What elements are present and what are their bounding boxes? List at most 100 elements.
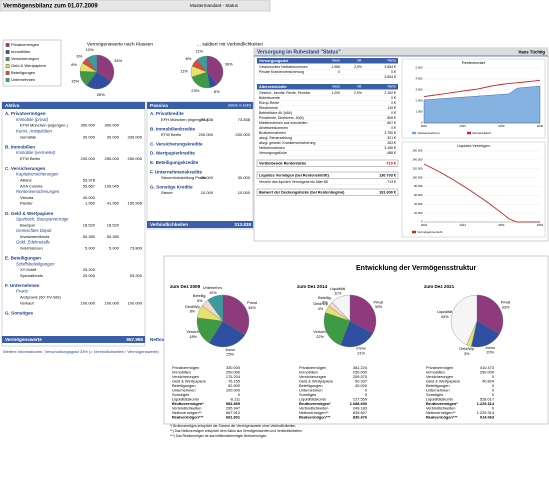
row-cell: 0 € bbox=[391, 96, 396, 100]
row-value: 0 bbox=[492, 388, 495, 393]
subgroup-title: Kunst, Antiquitäten bbox=[16, 129, 53, 134]
x-tick-label: 2064 bbox=[537, 223, 544, 227]
item-amount: 109.045 bbox=[105, 183, 120, 188]
pie-value-label: 10% bbox=[86, 47, 94, 52]
total-value: 313.838 bbox=[234, 222, 251, 227]
item-label: Allianz bbox=[20, 177, 32, 182]
subgroup-title: Kapitalversicherungen bbox=[16, 172, 59, 177]
row-cell: 2,0% bbox=[354, 65, 362, 69]
section-heading: Barwert der Deckungslücke (bei Rentenbeg… bbox=[259, 190, 345, 194]
row-label: Bruttovermögen* bbox=[299, 401, 331, 406]
column-header: Rente bbox=[387, 85, 396, 89]
row-label: Betriebliche AV (bAV) bbox=[259, 111, 292, 115]
row-label: Beteiligungen bbox=[172, 383, 196, 388]
pie-title: Vermögenswerte nach Klassen bbox=[87, 41, 153, 47]
item-label: Goldmünzen bbox=[20, 245, 43, 250]
item-amount: 53.200 bbox=[130, 273, 143, 278]
row-label: abzgl. gesetzl. Krankenversicherung bbox=[259, 141, 315, 145]
pie-category: Geld/Wp bbox=[185, 305, 200, 309]
row-label: Verbindlichkeiten bbox=[172, 406, 201, 411]
pie-value-label: 8% bbox=[190, 310, 196, 314]
legend-swatch bbox=[5, 64, 10, 68]
legend-swatch bbox=[5, 57, 10, 61]
pie-slice bbox=[476, 294, 504, 335]
row-value: 1.229.314 bbox=[477, 410, 495, 415]
subgroup-title: Sparbuch, Bausparverträge bbox=[16, 217, 69, 222]
x-tick-label: 2054 bbox=[498, 223, 505, 227]
section-value: 181.600 € bbox=[379, 190, 397, 194]
column-title: zum Dez 2014 bbox=[297, 284, 328, 289]
item-label: Bauspar bbox=[20, 222, 36, 227]
pie-value-label: 33% bbox=[502, 305, 510, 309]
row-label: Bruttoeinnahmen bbox=[259, 131, 286, 135]
row-value: 127.559 bbox=[353, 397, 367, 402]
panel-title: Entwicklung der Vermögensstruktur bbox=[356, 265, 476, 272]
y-tick-label: 80.000 bbox=[414, 184, 423, 188]
item-amount: 50.280 bbox=[83, 234, 96, 239]
row-value: 681.801 bbox=[226, 415, 241, 420]
x-tick-label: 2044 bbox=[460, 223, 467, 227]
legend-swatch bbox=[467, 131, 471, 135]
row-value: 839.507 bbox=[353, 410, 367, 415]
group-heading: B. Immobilienkredite bbox=[150, 126, 196, 131]
item-amount: 250.000 bbox=[128, 156, 143, 161]
row-label: Arbeitseinkommen bbox=[259, 126, 288, 130]
row-value: 52.500 bbox=[228, 383, 241, 388]
result-box bbox=[256, 159, 399, 167]
row-label: Realvermögen*** bbox=[426, 415, 458, 420]
pie-slice bbox=[206, 55, 224, 85]
pie-category: Versich. bbox=[186, 330, 200, 334]
row-label: Nettoeinnahmen bbox=[259, 146, 285, 150]
group-heading: G. Sonstige Kredite bbox=[150, 184, 193, 189]
x-tick-label: 2040 bbox=[537, 124, 544, 128]
row-label: Immobilien bbox=[299, 370, 318, 375]
subgroup-title: Schiffsbeteiligungen bbox=[16, 261, 55, 266]
y-tick-label: 160.000 bbox=[412, 149, 423, 153]
subgroup-title: Rentenversicherungen bbox=[16, 189, 60, 194]
chart-title: Rentenbedarf bbox=[462, 61, 486, 65]
item-label: Steuer bbox=[161, 190, 173, 195]
legend-label: Vermögensverzehr bbox=[418, 230, 443, 234]
row-value: 100.000 bbox=[226, 388, 241, 393]
group-heading: D. Geld & Wertpapiere bbox=[5, 211, 54, 216]
item-amount: 150.995 bbox=[128, 201, 143, 206]
total-label: Vermögenswerte bbox=[5, 337, 42, 342]
pie-slice bbox=[86, 71, 112, 90]
pie-value-label: 20% bbox=[486, 351, 494, 355]
legend-label: Versicherungen bbox=[11, 56, 39, 61]
row-label: Immobilien bbox=[426, 370, 445, 375]
total-value: 957.995 bbox=[126, 337, 143, 342]
group-heading: D. Wertpapierkredite bbox=[150, 151, 195, 156]
row-label: Private Krankenversicherung bbox=[259, 70, 304, 74]
pie-value-label: 23% bbox=[191, 88, 199, 93]
legend-label: Rentenbedarf bbox=[473, 131, 491, 135]
section-heading: Liquides Vermögen (bei Renteneintritt) bbox=[259, 173, 330, 177]
row-cell: 0 € bbox=[391, 126, 396, 130]
item-amount: 10.000 bbox=[201, 190, 214, 195]
row-value: 249.183 bbox=[353, 406, 367, 411]
section-heading: Alterseinkünfte bbox=[259, 85, 287, 89]
footnote: **) Das Nettovermögen entspricht dem Sal… bbox=[170, 429, 303, 433]
section-bar bbox=[257, 84, 398, 90]
pie-value-label: 5% bbox=[197, 299, 203, 303]
subgroup-title: Praxis bbox=[16, 289, 29, 294]
person-name: Hans Tüchtig bbox=[518, 49, 545, 54]
aktiva-total-bar bbox=[2, 336, 145, 343]
pie-value-label: 43% bbox=[441, 315, 449, 319]
section-heading: Versorgungsziel bbox=[259, 59, 288, 63]
pie-slice bbox=[86, 54, 98, 73]
row-cell: 806 € bbox=[387, 116, 396, 120]
item-label: XY-Schiff bbox=[20, 267, 37, 272]
pie-value-label: 10% bbox=[209, 291, 217, 295]
row-value: 0 bbox=[365, 388, 368, 393]
row-label: Bruttovermögen* bbox=[172, 401, 204, 406]
pie-value-label: 22% bbox=[316, 335, 324, 339]
pie-category: Privat bbox=[501, 301, 512, 305]
item-amount: 73.838 bbox=[238, 117, 251, 122]
panel-title: Aktiva bbox=[5, 103, 20, 109]
legend-box bbox=[2, 39, 62, 87]
row-value: 0 bbox=[492, 383, 495, 388]
legend-swatch bbox=[5, 78, 10, 82]
item-amount: 5.000 bbox=[85, 245, 96, 250]
